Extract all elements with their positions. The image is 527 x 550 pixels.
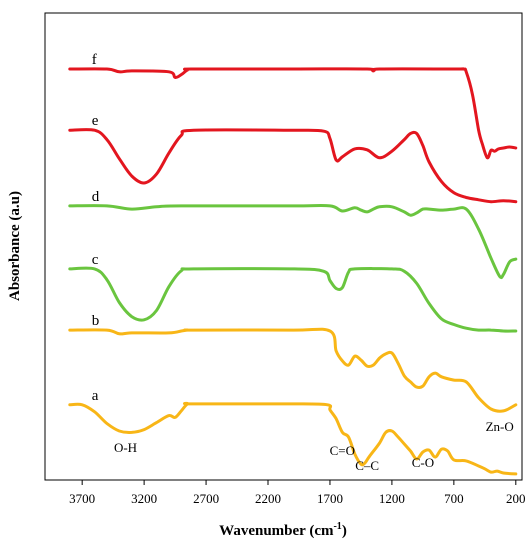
series-line-b [68, 327, 518, 413]
series-line-f [68, 67, 518, 160]
series-label-c: c [92, 252, 99, 268]
x-tick-label-700: 700 [444, 491, 464, 506]
series-layer [68, 67, 518, 476]
series-line-c [68, 266, 518, 333]
series-label-b: b [92, 313, 100, 329]
annotation-3: C-O [412, 455, 434, 470]
x-tick-label-3200: 3200 [131, 491, 157, 506]
series-label-a: a [92, 388, 99, 404]
x-tick-label-2200: 2200 [255, 491, 281, 506]
x-axis-title-main: Wavenumber (cm [219, 523, 334, 539]
plot-frame [44, 12, 523, 481]
series-line-d [68, 204, 518, 280]
series-line-e [68, 128, 518, 204]
x-axis-title: Wavenumber (cm-1) [219, 521, 347, 539]
series-label-e: e [92, 113, 99, 129]
series-label-f: f [92, 52, 97, 68]
series-line-a [68, 401, 518, 476]
series-label-d: d [92, 189, 100, 205]
label-layer: f e d c b a O-H C=OC–C C-O Zn-O [92, 52, 514, 473]
x-axis-ticks: 3700 3200 2700 2200 1700 1200 700 200 [69, 480, 526, 506]
x-tick-label-1700: 1700 [317, 491, 343, 506]
x-axis-title-sup: -1 [333, 521, 341, 532]
x-tick-label-200: 200 [506, 491, 526, 506]
annotation-0: O-H [114, 440, 137, 455]
y-axis-title: Absorbance (a.u) [7, 191, 23, 301]
x-tick-label-1200: 1200 [379, 491, 405, 506]
x-tick-label-3700: 3700 [69, 491, 95, 506]
annotation-1: C=O [330, 443, 355, 458]
x-axis-title-close: ) [342, 523, 347, 539]
annotation-2: C–C [355, 458, 379, 473]
annotation-4: Zn-O [486, 419, 514, 434]
x-tick-label-2700: 2700 [193, 491, 219, 506]
